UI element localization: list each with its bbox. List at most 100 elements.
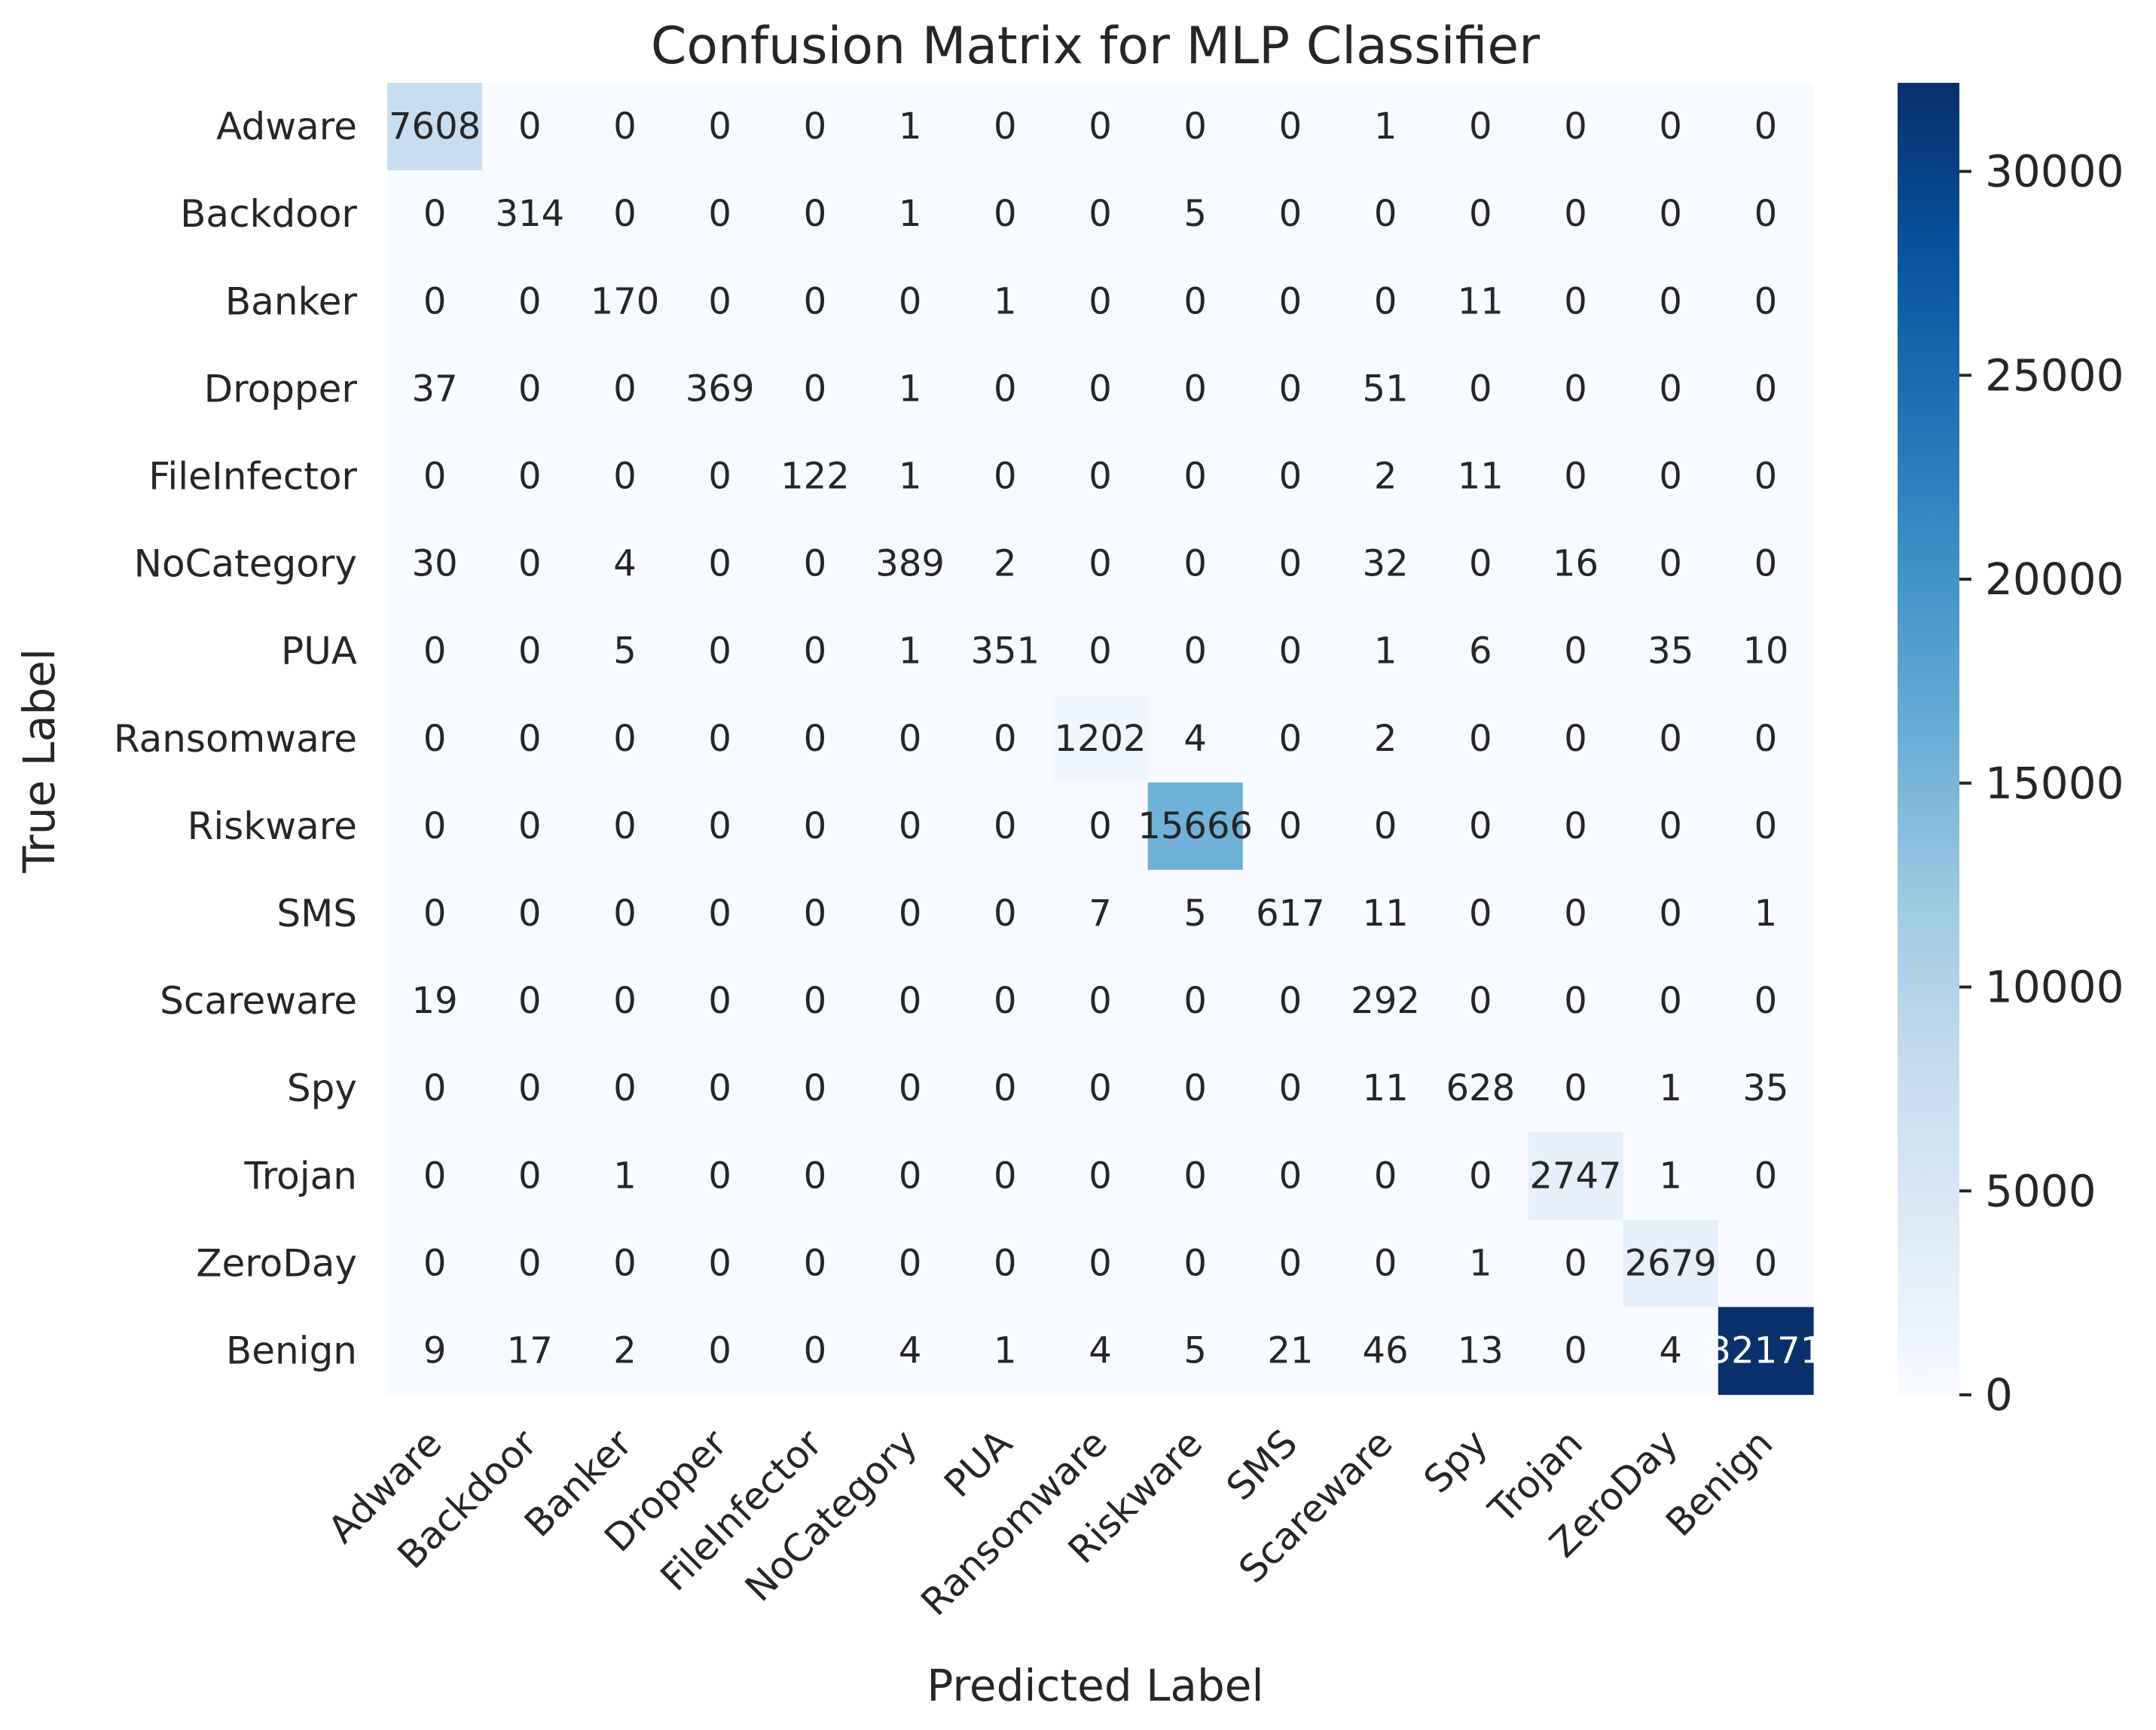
cell-value-label: 0 (1279, 193, 1302, 235)
heatmap-cell (482, 345, 578, 433)
heatmap-cell (767, 1132, 863, 1220)
heatmap-cell (482, 170, 578, 258)
cell-value-label: 1 (1659, 1067, 1682, 1109)
cell-value-label: 0 (1089, 455, 1112, 497)
cell-value-label: 35 (1648, 630, 1693, 673)
heatmap-cell (387, 432, 483, 521)
heatmap-cell (1242, 83, 1339, 171)
heatmap-cell (1528, 345, 1624, 433)
heatmap-cell (1242, 782, 1339, 871)
cell-value-label: 0 (804, 718, 827, 760)
heatmap-cell (1528, 432, 1624, 521)
heatmap-cell (1338, 1132, 1434, 1220)
heatmap-cell (1718, 83, 1814, 171)
heatmap-cell (577, 258, 673, 346)
heatmap-cell (1433, 345, 1528, 433)
heatmap-cell (1242, 1219, 1339, 1307)
heatmap-cell (767, 782, 863, 871)
heatmap-cell (482, 1045, 578, 1133)
heatmap-cell (1338, 607, 1434, 696)
heatmap-cell (1052, 1307, 1149, 1396)
cell-value-label: 0 (804, 105, 827, 148)
heatmap-cell (1623, 869, 1719, 958)
cell-value-label: 1 (613, 1155, 637, 1197)
heatmap-cell (672, 607, 768, 696)
cell-value-label: 0 (1659, 805, 1682, 847)
cell-value-label: 389 (875, 543, 945, 585)
heatmap-cell (1338, 1219, 1434, 1307)
cell-value-label: 7608 (389, 105, 481, 148)
heatmap-cell (1433, 694, 1528, 783)
cell-value-label: 0 (1754, 193, 1778, 235)
cell-value-label: 0 (708, 193, 731, 235)
cell-value-label: 1 (899, 193, 922, 235)
y-tick-label: FileInfector (148, 454, 357, 498)
cell-value-label: 16 (1553, 543, 1599, 585)
cell-value-label: 0 (1754, 980, 1778, 1022)
y-tick-label: Benign (226, 1329, 357, 1372)
cell-value-label: 1 (899, 105, 922, 148)
heatmap-cell (1242, 1132, 1339, 1220)
heatmap-cell (577, 782, 673, 871)
cell-value-label: 0 (1564, 1329, 1587, 1371)
cell-value-label: 0 (708, 980, 731, 1022)
cell-value-label: 32 (1363, 543, 1409, 585)
heatmap-cell (1528, 957, 1624, 1045)
cell-value-label: 0 (994, 1155, 1017, 1197)
cell-value-label: 0 (1183, 980, 1207, 1022)
heatmap-cell (767, 170, 863, 258)
cell-value-label: 0 (518, 368, 542, 410)
cell-value-label: 0 (423, 1067, 447, 1109)
cell-value-label: 0 (1183, 1155, 1207, 1197)
cell-value-label: 0 (518, 280, 542, 322)
cell-value-label: 0 (1754, 1155, 1778, 1197)
cell-value-label: 4 (613, 543, 637, 585)
heatmap-cell (767, 432, 863, 521)
colorbar-tick-label: 30000 (1985, 146, 2124, 197)
colorbar-tick-label: 25000 (1985, 349, 2124, 401)
cell-value-label: 0 (804, 280, 827, 322)
heatmap-cell (863, 782, 958, 871)
cell-value-label: 0 (994, 105, 1017, 148)
heatmap-cell (577, 1219, 673, 1307)
heatmap-cell (1147, 1307, 1244, 1396)
cell-value-label: 0 (1564, 630, 1587, 673)
heatmap-cell (957, 1219, 1053, 1307)
cell-value-label: 1 (994, 1329, 1017, 1371)
heatmap-cell (1338, 170, 1434, 258)
heatmap-cell (863, 1219, 958, 1307)
cell-value-label: 0 (1659, 368, 1682, 410)
cell-value-label: 0 (1089, 805, 1112, 847)
cell-value-label: 0 (994, 193, 1017, 235)
heatmap-cell (863, 1307, 958, 1396)
cell-value-label: 0 (1374, 1155, 1397, 1197)
heatmap-cell (1718, 1219, 1814, 1307)
cell-value-label: 0 (1279, 1242, 1302, 1284)
cell-value-label: 0 (1564, 368, 1587, 410)
cell-value-label: 0 (1659, 892, 1682, 935)
heatmap-cell (577, 1045, 673, 1133)
heatmap-cell (1147, 607, 1244, 696)
cell-value-label: 0 (994, 368, 1017, 410)
x-tick-label: Benign (1657, 1421, 1781, 1545)
cell-value-label: 0 (613, 1242, 637, 1284)
heatmap-cell (1052, 607, 1149, 696)
cell-value-label: 37 (412, 368, 458, 410)
cell-value-label: 0 (708, 718, 731, 760)
heatmap-cell (957, 432, 1053, 521)
heatmap-cell (672, 782, 768, 871)
cell-value-label: 0 (1183, 1242, 1207, 1284)
cell-value-label: 32171 (1709, 1329, 1824, 1371)
heatmap-cell (1052, 957, 1149, 1045)
cell-value-label: 0 (994, 455, 1017, 497)
cell-value-label: 0 (1564, 280, 1587, 322)
heatmap-cell (672, 869, 768, 958)
cell-value-label: 0 (1183, 280, 1207, 322)
cell-value-label: 0 (804, 1155, 827, 1197)
heatmap-cell (1052, 1132, 1149, 1220)
heatmap-cell (957, 694, 1053, 783)
heatmap-cell (1623, 1307, 1719, 1396)
y-tick-label: Spy (287, 1066, 357, 1110)
cell-value-label: 0 (1469, 980, 1492, 1022)
heatmap-cell (387, 520, 483, 609)
